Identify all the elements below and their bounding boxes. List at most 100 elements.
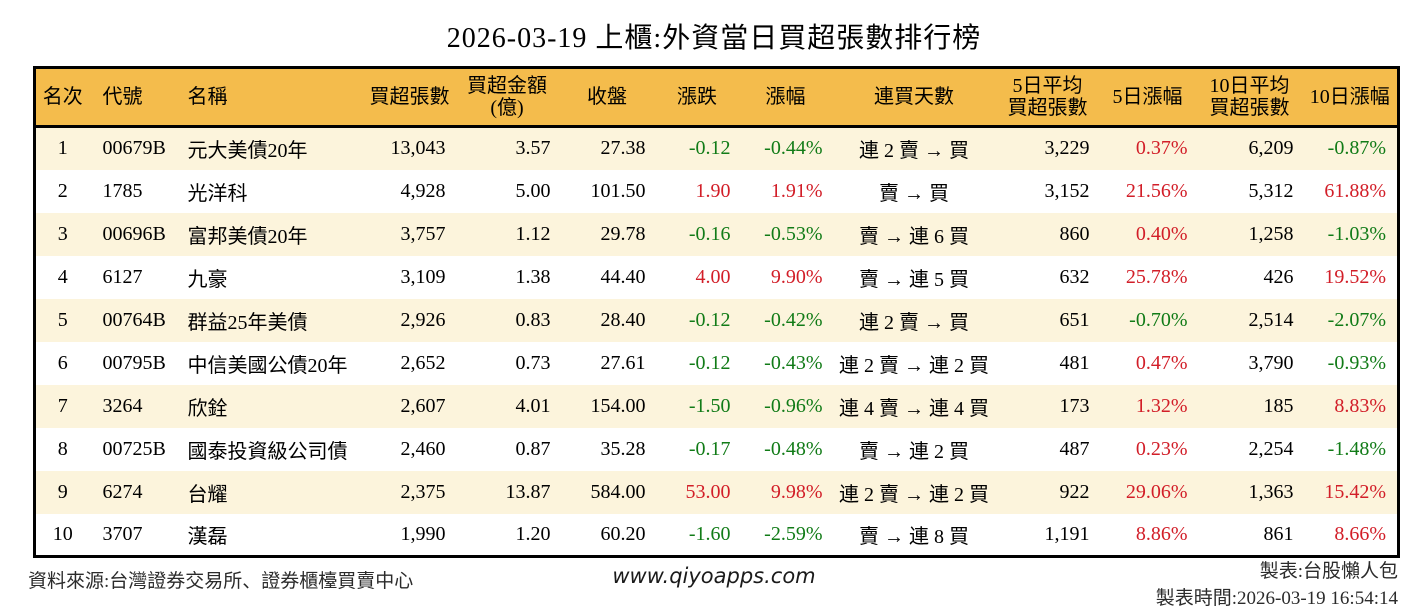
cell-name: 群益25年美債 — [187, 311, 308, 334]
cell-pct10: 8.66% — [1334, 522, 1386, 545]
cell-name: 欣銓 — [187, 397, 228, 420]
cell-name: 富邦美債20年 — [187, 225, 308, 248]
table-header: 名次 代號 名稱 買超張數 買超金額 (億) 收盤 漲跌 漲幅 連買天數 5日平均 買超張數 5日漲… — [34, 67, 1399, 127]
table-row: 1 00679B 元大美債20年 13,043 3.57 27.38 -0.12 -0.44%… — [34, 126, 1399, 170]
column-header-close: 收盤 — [587, 85, 627, 108]
cell-change: -0.12 — [688, 351, 731, 374]
cell-change_pct: -0.53% — [764, 222, 823, 245]
cell-pct10: -1.03% — [1327, 222, 1386, 245]
column-header-name: 名稱 — [187, 85, 228, 108]
cell-close: 29.78 — [600, 222, 646, 245]
column-header-code: 代號 — [102, 85, 143, 108]
cell-name: 九豪 — [187, 268, 228, 291]
cell-avg10: 6,209 — [1248, 137, 1294, 160]
table-row: 8 00725B 國泰投資級公司債 2,460 0.87 35.28 -0.17 -0.48%… — [34, 427, 1399, 471]
cell-code: 00696B — [102, 222, 166, 245]
cell-pct10: 8.83% — [1334, 394, 1386, 417]
cell-name: 元大美債20年 — [187, 140, 308, 163]
cell-pct10: 19.52% — [1324, 265, 1386, 288]
cell-streak: 賣 → 買 — [879, 182, 949, 205]
table-row: 5 00764B 群益25年美債 2,926 0.83 28.40 -0.12 -0.42% 連… — [34, 298, 1399, 342]
cell-net_buy: 2,607 — [400, 394, 446, 417]
cell-code: 6127 — [102, 265, 143, 288]
cell-pct10: -2.07% — [1327, 308, 1386, 331]
ranking-table: 名次 代號 名稱 買超張數 買超金額 (億) 收盤 漲跌 漲幅 連買天數 5日平均 買超張數 5日漲… — [33, 66, 1400, 558]
cell-name: 國泰投資級公司債 — [187, 440, 348, 463]
column-header-net_buy: 買超張數 — [369, 85, 450, 108]
table-row: 7 3264 欣銓 2,607 4.01 154.00 -1.50 -0.96% 連 4 賣 →… — [34, 384, 1399, 428]
maker-label: 製表:台股懶人包 — [1259, 561, 1398, 582]
cell-streak: 賣 → 連 6 買 — [859, 225, 969, 248]
column-header-rank: 名次 — [42, 85, 83, 108]
cell-pct5: 21.56% — [1125, 179, 1188, 202]
cell-rank: 5 — [57, 308, 68, 331]
cell-avg10: 426 — [1263, 265, 1294, 288]
cell-avg10: 1,363 — [1248, 480, 1294, 503]
cell-pct10: -0.87% — [1327, 137, 1386, 160]
cell-pct5: 8.86% — [1135, 522, 1188, 545]
cell-change: 1.90 — [695, 179, 731, 202]
column-header-net_amount: 買超金額 (億) — [467, 74, 547, 119]
table-row: 2 1785 光洋科 4,928 5.00 101.50 1.90 1.91% 賣 → 買 3,1… — [34, 169, 1399, 213]
cell-avg5: 632 — [1059, 265, 1090, 288]
cell-net_amount: 0.83 — [515, 308, 551, 331]
cell-net_buy: 13,043 — [390, 137, 446, 160]
cell-avg5: 651 — [1059, 308, 1090, 331]
cell-pct5: 0.47% — [1135, 351, 1188, 374]
column-header-change: 漲跌 — [677, 85, 717, 108]
cell-rank: 3 — [57, 222, 68, 245]
cell-close: 27.38 — [600, 137, 646, 160]
cell-net_amount: 1.12 — [515, 222, 551, 245]
cell-streak: 連 2 賣 → 連 2 買 — [839, 354, 989, 377]
cell-change: -1.60 — [688, 522, 731, 545]
cell-avg5: 173 — [1059, 394, 1090, 417]
table-row: 6 00795B 中信美國公債20年 2,652 0.73 27.61 -0.12 -0.43… — [34, 341, 1399, 385]
cell-net_amount: 13.87 — [505, 480, 551, 503]
column-header-pct5: 5日漲幅 — [1112, 85, 1183, 108]
cell-net_buy: 4,928 — [400, 179, 446, 202]
website-label: www.qiyoapps.com — [612, 564, 816, 588]
cell-change: -1.50 — [688, 394, 731, 417]
cell-change_pct: 1.91% — [770, 179, 823, 202]
cell-pct5: 0.37% — [1135, 137, 1188, 160]
cell-pct5: 1.32% — [1135, 394, 1188, 417]
cell-streak: 賣 → 連 8 買 — [859, 525, 969, 548]
cell-close: 27.61 — [600, 351, 646, 374]
cell-streak: 連 2 賣 → 買 — [859, 311, 969, 334]
cell-net_amount: 1.38 — [515, 265, 551, 288]
column-header-streak: 連買天數 — [874, 85, 954, 108]
cell-change_pct: -0.43% — [764, 351, 823, 374]
cell-name: 中信美國公債20年 — [187, 354, 348, 377]
cell-change_pct: 9.90% — [770, 265, 823, 288]
cell-net_amount: 3.57 — [515, 137, 551, 160]
cell-net_amount: 1.20 — [515, 522, 551, 545]
cell-pct5: 0.23% — [1135, 437, 1188, 460]
cell-code: 00764B — [102, 308, 166, 331]
cell-change_pct: -0.96% — [764, 394, 823, 417]
column-header-avg10: 10日平均 買超張數 — [1209, 74, 1290, 119]
cell-code: 3707 — [102, 522, 143, 545]
cell-avg5: 860 — [1059, 222, 1090, 245]
cell-net_amount: 0.73 — [515, 351, 551, 374]
cell-pct10: -1.48% — [1327, 437, 1386, 460]
made-time-label: 製表時間:2026-03-19 16:54:14 — [1155, 588, 1398, 609]
data-source-note: 資料來源:台灣證券交易所、證券櫃檯買賣中心 — [28, 571, 414, 592]
cell-avg10: 861 — [1263, 522, 1294, 545]
cell-avg10: 3,790 — [1248, 351, 1294, 374]
cell-rank: 7 — [57, 394, 68, 417]
cell-rank: 1 — [57, 137, 68, 160]
cell-rank: 2 — [57, 179, 68, 202]
cell-close: 28.40 — [600, 308, 646, 331]
cell-pct10: -0.93% — [1327, 351, 1386, 374]
cell-pct5: 25.78% — [1125, 265, 1188, 288]
cell-avg5: 3,152 — [1044, 179, 1090, 202]
cell-name: 台耀 — [187, 483, 228, 506]
cell-pct5: -0.70% — [1129, 308, 1188, 331]
cell-change: 4.00 — [695, 265, 731, 288]
cell-code: 6274 — [102, 480, 143, 503]
column-header-change_pct: 漲幅 — [765, 85, 806, 108]
cell-net_amount: 5.00 — [515, 179, 551, 202]
cell-net_buy: 2,375 — [400, 480, 446, 503]
cell-rank: 10 — [52, 522, 73, 545]
table-row: 3 00696B 富邦美債20年 3,757 1.12 29.78 -0.16 -0.53% 賣… — [34, 212, 1399, 256]
